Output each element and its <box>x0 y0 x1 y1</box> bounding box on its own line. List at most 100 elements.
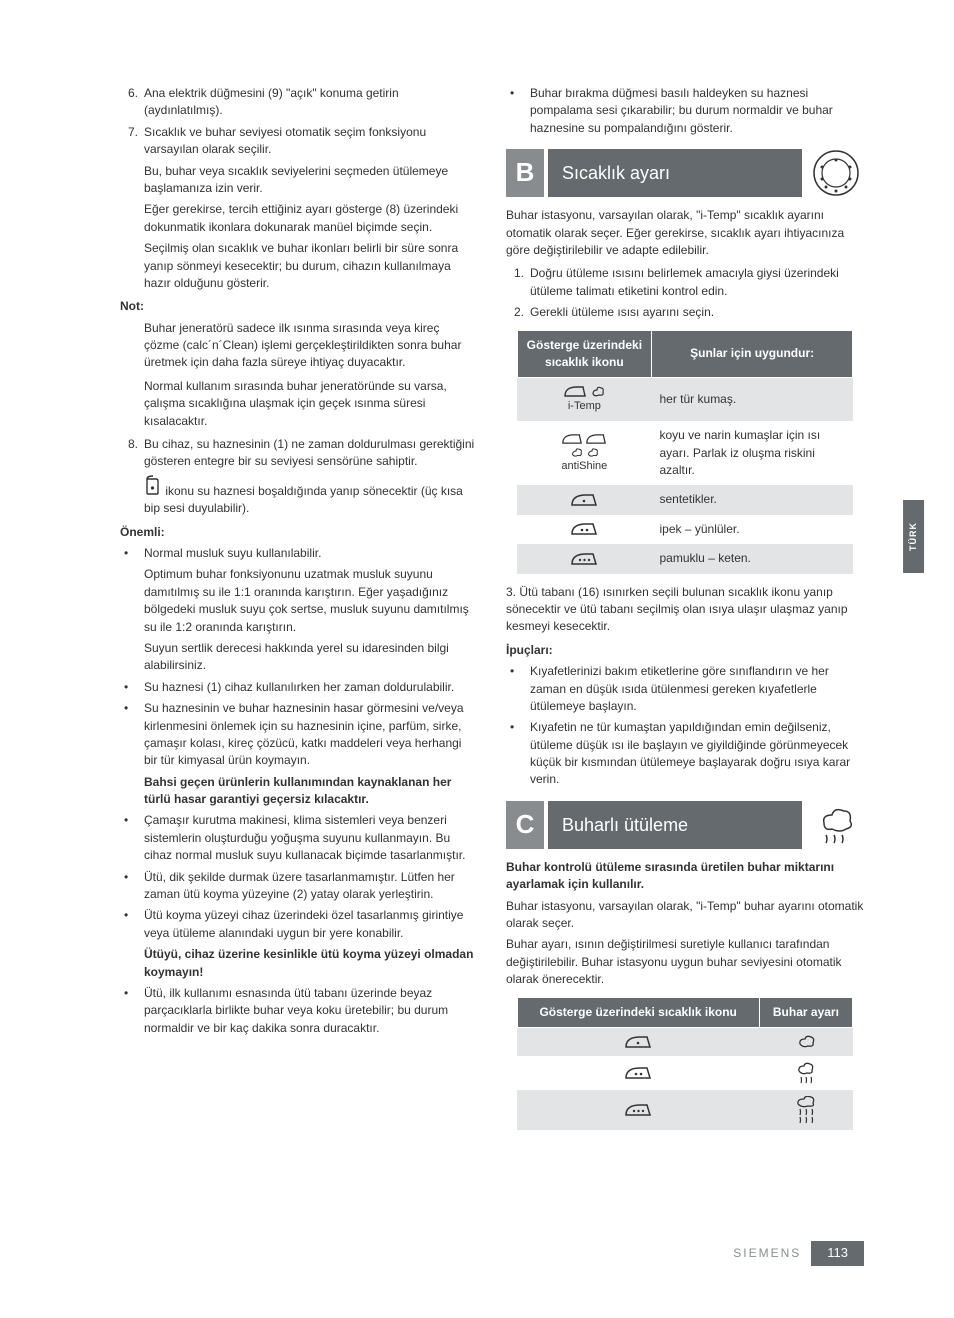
iron-icon <box>563 384 587 398</box>
p: Sıcaklık ve buhar seviyesi otomatik seçi… <box>144 125 426 156</box>
table-row <box>517 1056 853 1090</box>
section-b-intro: Buhar istasyonu, varsayılan olarak, "i-T… <box>506 207 864 259</box>
th: Gösterge üzerindeki sıcaklık ikonu <box>517 997 759 1027</box>
table-row: antiShine koyu ve narin kumaşlar için ıs… <box>517 421 853 485</box>
p: Suyun sertlik derecesi hakkında yerel su… <box>144 640 478 675</box>
table-row: sentetikler. <box>517 485 853 514</box>
p: Eğer gerekirse, tercih ettiğiniz ayarı g… <box>144 201 478 236</box>
p: Ütü koyma yüzeyi cihaz üzerindeki özel t… <box>144 908 463 939</box>
tips-label: İpuçları: <box>506 642 864 659</box>
list-item: Çamaşır kurutma makinesi, klima sistemle… <box>120 812 478 864</box>
note-p2: Normal kullanım sırasında buhar jeneratö… <box>144 378 478 430</box>
top-bullet-list: Buhar bırakma düğmesi basılı haldeyken s… <box>506 85 864 137</box>
p-bold: Bahsi geçen ürünlerin kullanımından kayn… <box>144 774 478 809</box>
icon-label: antiShine <box>561 459 607 475</box>
p: ikonu su haznesi boşaldığında yanıp söne… <box>144 484 463 515</box>
iron-icon <box>561 432 583 445</box>
list-item: Su haznesi (1) cihaz kullanılırken her z… <box>120 679 478 696</box>
section-title: Buharlı ütüleme <box>548 801 802 849</box>
table-header: Gösterge üzerindeki sıcaklık ikonu Buhar… <box>517 997 853 1027</box>
iron-1dot-icon <box>570 492 598 508</box>
list-item-6: 6. Ana elektrik düğmesini (9) "açık" kon… <box>120 85 478 120</box>
list-item: 1.Doğru ütüleme ısısını belirlemek amacı… <box>506 265 864 300</box>
icon-label: i-Temp <box>568 399 601 415</box>
list-item: Ütü, dik şekilde durmak üzere tasarlanma… <box>120 869 478 904</box>
p: Kıyafetlerinizi bakım etiketlerine göre … <box>530 663 864 715</box>
table-row: i-Temp her tür kumaş. <box>517 378 853 421</box>
numbered-list-8: 8. Bu cihaz, su haznesinin (1) ne zaman … <box>120 436 478 518</box>
th: Buhar ayarı <box>759 997 853 1027</box>
item-number: 7. <box>120 124 138 293</box>
iron-2dot-icon <box>570 521 598 537</box>
t: Doğru ütüleme ısısını belirlemek amacıyl… <box>530 265 864 300</box>
iron-2dot-icon <box>624 1065 652 1081</box>
left-column: 6. Ana elektrik düğmesini (9) "açık" kon… <box>120 85 478 1140</box>
steam-icon <box>589 384 605 398</box>
desc: sentetikler. <box>652 485 853 514</box>
n: 1. <box>506 265 524 300</box>
p: Çamaşır kurutma makinesi, klima sistemle… <box>144 812 478 864</box>
icon-cell <box>517 1090 759 1130</box>
brand-name: SIEMENS <box>733 1245 801 1262</box>
iron-3dot-icon <box>624 1102 652 1118</box>
steam-table: Gösterge üzerindeki sıcaklık ikonu Buhar… <box>517 997 854 1130</box>
table-row: ipek – yünlüler. <box>517 515 853 544</box>
p: Bu cihaz, su haznesinin (1) ne zaman dol… <box>144 437 474 468</box>
icon-cell: antiShine <box>517 421 651 485</box>
right-column: Buhar bırakma düğmesi basılı haldeyken s… <box>506 85 864 1140</box>
numbered-list: 6. Ana elektrik düğmesini (9) "açık" kon… <box>120 85 478 292</box>
tank-icon <box>144 475 162 495</box>
p: Su haznesi (1) cihaz kullanılırken her z… <box>144 679 478 696</box>
section-b-header: B Sıcaklık ayarı <box>506 149 864 197</box>
desc: pamuklu – keten. <box>652 544 853 573</box>
section-c-p1: Buhar istasyonu, varsayılan olarak, "i-T… <box>506 898 864 933</box>
p-bold: Ütüyü, cihaz üzerine kesinlikle ütü koym… <box>144 946 478 981</box>
p: Normal musluk suyu kullanılabilir. <box>144 546 321 560</box>
section-b-ol: 1.Doğru ütüleme ısısını belirlemek amacı… <box>506 265 864 321</box>
list-item: Normal musluk suyu kullanılabilir. Optim… <box>120 545 478 675</box>
icon-cell <box>517 1028 759 1057</box>
item-text: Bu cihaz, su haznesinin (1) ne zaman dol… <box>144 436 478 518</box>
table-header: Gösterge üzerindeki sıcaklık ikonu Şunla… <box>517 330 853 378</box>
p: Ütü, dik şekilde durmak üzere tasarlanma… <box>144 869 478 904</box>
list-item: Kıyafetin ne tür kumaştan yapıldığından … <box>506 719 864 789</box>
steam-icon <box>585 446 599 458</box>
p: Buhar bırakma düğmesi basılı haldeyken s… <box>530 85 864 137</box>
tank-icon-line: ikonu su haznesi boşaldığında yanıp söne… <box>144 475 478 518</box>
section-c-p2: Buhar ayarı, ısının değiştirilmesi suret… <box>506 936 864 988</box>
section-title: Sıcaklık ayarı <box>548 149 802 197</box>
list-item: Buhar bırakma düğmesi basılı haldeyken s… <box>506 85 864 137</box>
table-row <box>517 1090 853 1130</box>
iron-icon <box>585 432 607 445</box>
list-item: Kıyafetlerinizi bakım etiketlerine göre … <box>506 663 864 715</box>
desc: koyu ve narin kumaşlar için ısı ayarı. P… <box>652 421 853 485</box>
iron-1dot-icon <box>624 1034 652 1050</box>
language-tab: TÜRK <box>903 500 924 573</box>
list-item: Ütü, ilk kullanımı esnasında ütü tabanı … <box>120 985 478 1037</box>
icon-cell: i-Temp <box>517 378 651 421</box>
desc: her tür kumaş. <box>652 378 853 421</box>
th: Şunlar için uygundur: <box>652 330 853 378</box>
n: 2. <box>506 304 524 321</box>
steam-cell <box>759 1056 853 1090</box>
list-item-8: 8. Bu cihaz, su haznesinin (1) ne zaman … <box>120 436 478 518</box>
section-letter: C <box>506 801 544 849</box>
desc: ipek – yünlüler. <box>652 515 853 544</box>
p: Optimum buhar fonksiyonunu uzatmak muslu… <box>144 566 478 636</box>
section-letter: B <box>506 149 544 197</box>
steam-cloud-icon <box>808 801 864 849</box>
steam-icon <box>569 446 583 458</box>
th: Gösterge üzerindeki sıcaklık ikonu <box>517 330 651 378</box>
item-text: Ana elektrik düğmesini (9) "açık" konuma… <box>144 85 478 120</box>
item-text: Sıcaklık ve buhar seviyesi otomatik seçi… <box>144 124 478 293</box>
iron-3dot-icon <box>570 551 598 567</box>
page-footer: SIEMENS 113 <box>733 1241 864 1266</box>
steam-cell <box>759 1090 853 1130</box>
steam-2-icon <box>794 1062 818 1084</box>
p: Seçilmiş olan sıcaklık ve buhar ikonları… <box>144 240 478 292</box>
note-label: Not: <box>120 298 478 315</box>
p: Su haznesinin ve buhar haznesinin hasar … <box>144 701 464 767</box>
temperature-dial-icon <box>808 149 864 197</box>
section-c-header: C Buharlı ütüleme <box>506 801 864 849</box>
icon-cell <box>517 544 651 573</box>
